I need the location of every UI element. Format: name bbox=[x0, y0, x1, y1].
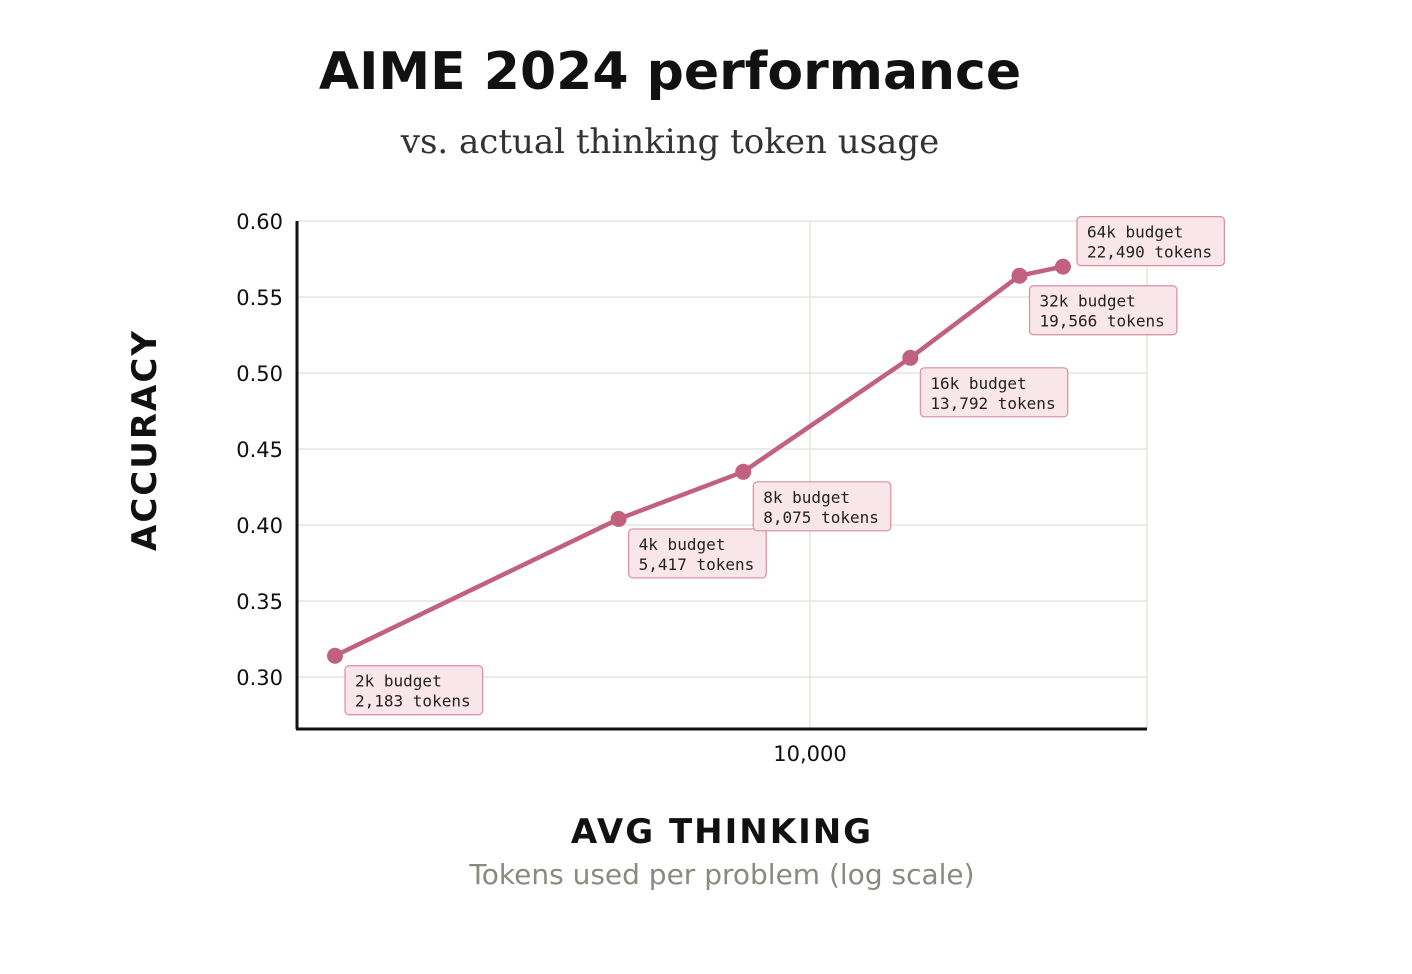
annotation-box bbox=[919, 367, 1069, 418]
data-point bbox=[1054, 258, 1071, 275]
annotation-box bbox=[1028, 285, 1178, 336]
annotation-budget: 2k budget bbox=[355, 672, 442, 691]
data-point bbox=[1011, 267, 1028, 284]
y-tick-label: 0.50 bbox=[236, 362, 283, 386]
data-point bbox=[902, 349, 919, 366]
x-axis-label: AVG THINKING bbox=[570, 812, 874, 852]
annotation-box bbox=[628, 528, 767, 579]
annotation-tokens: 13,792 tokens bbox=[930, 394, 1055, 413]
annotation-budget: 8k budget bbox=[763, 488, 850, 507]
annotation-budget: 32k budget bbox=[1039, 292, 1135, 311]
annotation-tokens: 2,183 tokens bbox=[355, 692, 471, 711]
series-line bbox=[327, 258, 1071, 664]
annotation-tokens: 5,417 tokens bbox=[639, 555, 755, 574]
y-tick-label: 0.60 bbox=[236, 210, 283, 234]
annotation-budget: 4k budget bbox=[639, 535, 726, 554]
y-tick-label: 0.30 bbox=[236, 666, 283, 690]
annotation-tokens: 8,075 tokens bbox=[763, 508, 879, 527]
x-axis-sublabel: Tokens used per problem (log scale) bbox=[469, 858, 975, 891]
chart-title: AIME 2024 performance bbox=[318, 42, 1022, 102]
annotation-tokens: 19,566 tokens bbox=[1039, 312, 1164, 331]
x-tick-labels: 10,000 bbox=[773, 742, 846, 766]
annotation-budget: 16k budget bbox=[930, 374, 1026, 393]
y-tick-label: 0.55 bbox=[236, 286, 283, 310]
y-tick-label: 0.40 bbox=[236, 514, 283, 538]
data-point bbox=[735, 463, 752, 480]
y-tick-label: 0.35 bbox=[236, 590, 283, 614]
data-point bbox=[327, 647, 343, 664]
data-point bbox=[610, 510, 627, 527]
annotation-budget: 64k budget bbox=[1087, 223, 1183, 242]
chart-subtitle: vs. actual thinking token usage bbox=[400, 122, 940, 162]
x-tick-label: 10,000 bbox=[773, 742, 846, 766]
y-tick-label: 0.45 bbox=[236, 438, 283, 462]
annotation-box bbox=[1076, 216, 1225, 267]
y-tick-labels: 0.60 0.55 0.50 0.45 0.40 0.35 0.30 bbox=[236, 210, 283, 690]
axes bbox=[295, 221, 1147, 731]
series-polyline bbox=[332, 264, 1066, 658]
annotation-box bbox=[344, 665, 484, 716]
annotation-tokens: 22,490 tokens bbox=[1087, 243, 1212, 262]
grid-lines bbox=[297, 220, 1148, 729]
annotation-box bbox=[752, 481, 892, 532]
